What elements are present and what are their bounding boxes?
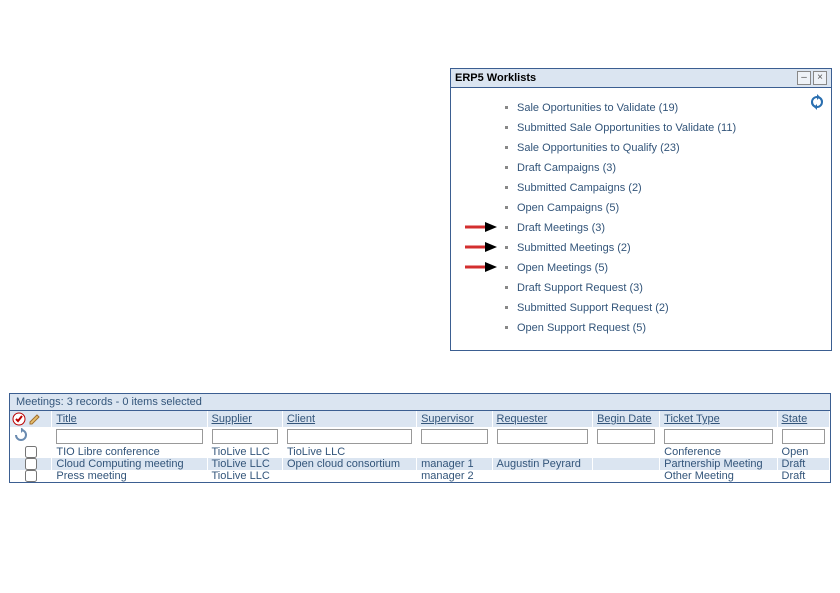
cell-client: Open cloud consortium bbox=[282, 458, 416, 470]
worklist-item: Open Campaigns (5) bbox=[503, 198, 823, 218]
cell-supplier: TioLive LLC bbox=[207, 446, 282, 458]
table-row: TIO Libre conferenceTioLive LLCTioLive L… bbox=[10, 446, 830, 458]
worklist-item: Draft Campaigns (3) bbox=[503, 158, 823, 178]
worklist-item: Sale Oportunities to Validate (19) bbox=[503, 98, 823, 118]
worklist-link[interactable]: Draft Support Request (3) bbox=[517, 282, 643, 294]
worklists-title: ERP5 Worklists bbox=[455, 72, 795, 84]
cell-ticket: Partnership Meeting bbox=[660, 458, 777, 470]
cell-requester: Augustin Peyrard bbox=[492, 458, 593, 470]
worklists-panel: ERP5 Worklists – × Sale Oportunities to … bbox=[450, 68, 832, 351]
table-row: Cloud Computing meetingTioLive LLCOpen c… bbox=[10, 458, 830, 470]
col-header-begin[interactable]: Begin Date bbox=[597, 413, 651, 425]
worklist-item: Draft Support Request (3) bbox=[503, 278, 823, 298]
cell-state: Draft bbox=[777, 470, 829, 482]
cell-begin bbox=[593, 470, 660, 482]
highlight-arrow-icon bbox=[465, 240, 499, 254]
cell-state: Draft bbox=[777, 458, 829, 470]
cell-title[interactable]: Press meeting bbox=[52, 470, 207, 482]
cell-title[interactable]: TIO Libre conference bbox=[52, 446, 207, 458]
filter-supplier[interactable] bbox=[212, 429, 278, 444]
highlight-arrow-icon bbox=[465, 220, 499, 234]
row-checkbox[interactable] bbox=[25, 446, 37, 458]
worklist-item: Open Meetings (5) bbox=[503, 258, 823, 278]
cell-supervisor bbox=[417, 446, 492, 458]
col-header-requester[interactable]: Requester bbox=[497, 413, 548, 425]
close-button[interactable]: × bbox=[813, 71, 827, 85]
refresh-small-icon[interactable] bbox=[14, 428, 28, 442]
cell-ticket: Conference bbox=[660, 446, 777, 458]
highlight-arrow-icon bbox=[465, 260, 499, 274]
col-header-client[interactable]: Client bbox=[287, 413, 315, 425]
cell-requester bbox=[492, 446, 593, 458]
worklist-link[interactable]: Submitted Support Request (2) bbox=[517, 302, 669, 314]
cell-ticket: Other Meeting bbox=[660, 470, 777, 482]
filter-title[interactable] bbox=[56, 429, 202, 444]
worklist-item: Open Support Request (5) bbox=[503, 318, 823, 338]
edit-icon[interactable] bbox=[28, 412, 42, 426]
cell-supervisor: manager 1 bbox=[417, 458, 492, 470]
worklist-item: Draft Meetings (3) bbox=[503, 218, 823, 238]
col-header-title[interactable]: Title bbox=[56, 413, 76, 425]
cell-supervisor: manager 2 bbox=[417, 470, 492, 482]
worklist-link[interactable]: Sale Oportunities to Validate (19) bbox=[517, 102, 678, 114]
worklist-link[interactable]: Open Support Request (5) bbox=[517, 322, 646, 334]
worklist-link[interactable]: Open Meetings (5) bbox=[517, 262, 608, 274]
worklist-link[interactable]: Submitted Meetings (2) bbox=[517, 242, 631, 254]
table-row: Press meetingTioLive LLC manager 2 Other M… bbox=[10, 470, 830, 482]
header-actions bbox=[10, 411, 52, 427]
cell-requester bbox=[492, 470, 593, 482]
meetings-table: Title Supplier Client Supervisor Request… bbox=[10, 411, 830, 482]
row-checkbox[interactable] bbox=[25, 458, 37, 470]
worklist-item: Submitted Support Request (2) bbox=[503, 298, 823, 318]
col-header-ticket[interactable]: Ticket Type bbox=[664, 413, 720, 425]
worklist-link[interactable]: Submitted Campaigns (2) bbox=[517, 182, 642, 194]
cell-state: Open bbox=[777, 446, 829, 458]
filter-ticket[interactable] bbox=[664, 429, 772, 444]
table-header-row: Title Supplier Client Supervisor Request… bbox=[10, 411, 830, 427]
meetings-panel: Meetings: 3 records - 0 items selected T… bbox=[9, 393, 831, 483]
col-header-supervisor[interactable]: Supervisor bbox=[421, 413, 474, 425]
worklist-item: Sale Opportunities to Qualify (23) bbox=[503, 138, 823, 158]
worklists-body: Sale Oportunities to Validate (19) Submit… bbox=[451, 88, 831, 350]
filter-client[interactable] bbox=[287, 429, 412, 444]
worklist-item: Submitted Meetings (2) bbox=[503, 238, 823, 258]
worklist-link[interactable]: Draft Campaigns (3) bbox=[517, 162, 616, 174]
filter-requester[interactable] bbox=[497, 429, 589, 444]
col-header-supplier[interactable]: Supplier bbox=[212, 413, 252, 425]
minimize-button[interactable]: – bbox=[797, 71, 811, 85]
cell-begin bbox=[593, 458, 660, 470]
cell-supplier: TioLive LLC bbox=[207, 458, 282, 470]
meetings-summary: Meetings: 3 records - 0 items selected bbox=[10, 394, 830, 411]
worklists-header: ERP5 Worklists – × bbox=[451, 69, 831, 88]
cell-supplier: TioLive LLC bbox=[207, 470, 282, 482]
worklist-link[interactable]: Open Campaigns (5) bbox=[517, 202, 619, 214]
filter-state[interactable] bbox=[782, 429, 825, 444]
worklist-link[interactable]: Draft Meetings (3) bbox=[517, 222, 605, 234]
cell-begin bbox=[593, 446, 660, 458]
col-header-state[interactable]: State bbox=[782, 413, 808, 425]
worklist-item: Submitted Campaigns (2) bbox=[503, 178, 823, 198]
cell-title[interactable]: Cloud Computing meeting bbox=[52, 458, 207, 470]
row-checkbox[interactable] bbox=[25, 470, 37, 482]
check-icon[interactable] bbox=[12, 412, 26, 426]
worklist-link[interactable]: Sale Opportunities to Qualify (23) bbox=[517, 142, 680, 154]
filter-begin[interactable] bbox=[597, 429, 655, 444]
filter-supervisor[interactable] bbox=[421, 429, 487, 444]
worklist-link[interactable]: Submitted Sale Opportunities to Validate… bbox=[517, 122, 736, 134]
cell-client: TioLive LLC bbox=[282, 446, 416, 458]
worklist-item: Submitted Sale Opportunities to Validate… bbox=[503, 118, 823, 138]
cell-client bbox=[282, 470, 416, 482]
table-filter-row bbox=[10, 427, 830, 446]
